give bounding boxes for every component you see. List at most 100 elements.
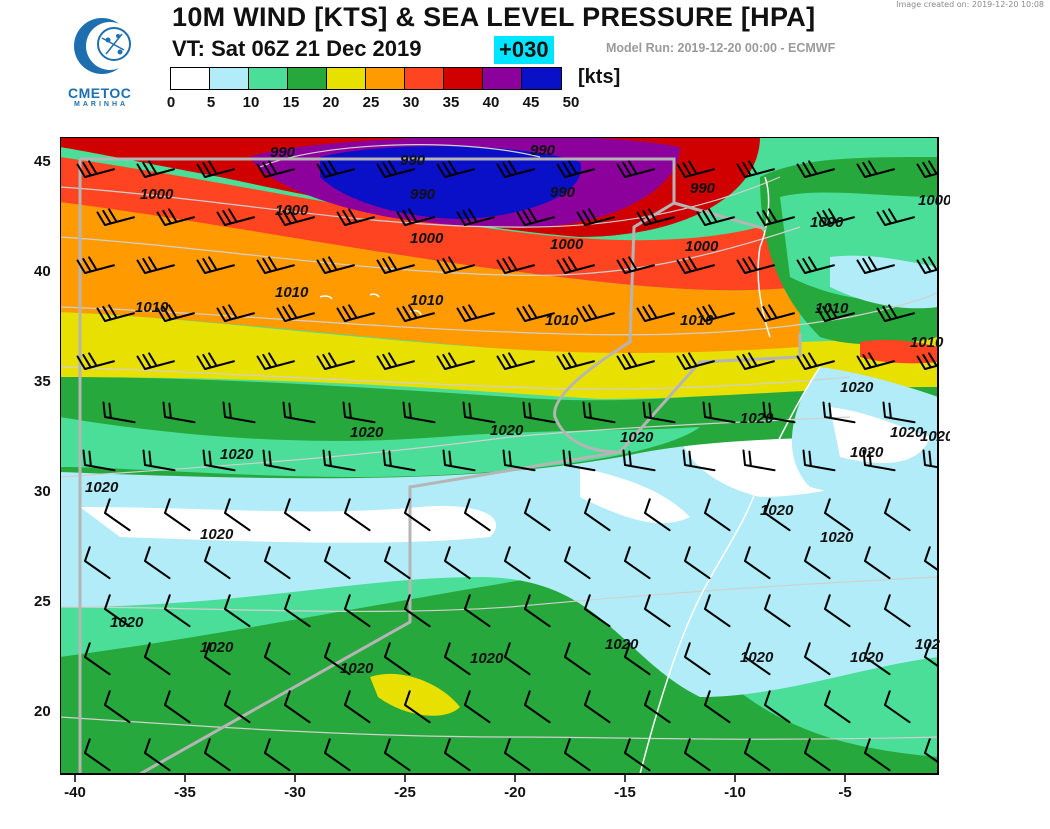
wind-barb [156,208,195,226]
wind-barb [222,401,256,424]
wind-barb [464,594,491,628]
wind-barb [584,498,611,532]
y-tick-label: 20 [34,703,51,720]
wind-barb [684,546,711,580]
logo-subtitle: MARINHA [74,101,129,108]
wind-barb [764,594,791,628]
wind-barb [342,401,376,424]
isobar-label: 1010 [815,300,849,317]
y-tick-label: 45 [34,153,51,170]
wind-barb [136,256,175,274]
wind-barb [276,304,315,322]
wind-barb [556,256,595,274]
wind-barb [496,160,535,178]
colorbar-swatch [249,68,288,89]
wind-barb [456,304,495,322]
colorbar-tick-label: 40 [482,94,500,111]
wind-barb [564,642,591,676]
isobar-label: 1020 [110,614,144,631]
wind-barb [756,304,795,322]
wind-barbs [76,160,938,772]
wind-barb [464,690,491,724]
isobar-label: 1010 [545,312,579,329]
isobar-label: 1010 [135,299,169,316]
wind-barb [556,352,595,370]
wind-barb [564,738,591,772]
wind-barb [584,594,611,628]
wind-barb [144,546,171,580]
wind-barb [504,642,531,676]
wind-barb [796,352,835,370]
isobar-label: 1020 [740,649,774,666]
colorbar-swatch [444,68,483,89]
wind-barb [396,208,435,226]
wind-barb [256,160,295,178]
wind-barb [264,546,291,580]
wind-barb [644,594,671,628]
wind-barb [384,642,411,676]
colorbar-swatch [483,68,522,89]
wind-barb [864,642,891,676]
wind-barb [584,690,611,724]
wind-barb [796,256,835,274]
wind-barb [824,498,851,532]
wind-barb [524,594,551,628]
wind-barb [202,449,236,472]
wind-barb [816,304,855,322]
wind-barb [204,738,231,772]
wind-barb [876,208,915,226]
wind-barb [264,738,291,772]
wind-barb [704,594,731,628]
model-run: Model Run: 2019-12-20 00:00 - ECMWF [606,41,836,55]
wind-barb [702,401,736,424]
wind-barb [462,401,496,424]
isobar-label: 1020 [490,422,524,439]
wind-barb [384,738,411,772]
wind-barb [804,642,831,676]
wind-barb [564,546,591,580]
wind-barb [744,738,771,772]
wind-barb [456,208,495,226]
wind-barb [76,352,115,370]
wind-speed-field [60,137,938,774]
colorbar-swatch [288,68,327,89]
wind-barb [256,256,295,274]
wind-barb [496,256,535,274]
wind-barb [804,546,831,580]
wind-barb [824,690,851,724]
colorbar-tick-label: 5 [206,94,216,111]
wind-barb [736,160,775,178]
x-tick-label: -30 [284,784,306,801]
wind-barb [856,256,895,274]
wind-barb [522,401,556,424]
colorbar-tick-label: 30 [402,94,420,111]
wind-barb [804,738,831,772]
colorbar-tick-label: 35 [442,94,460,111]
wind-barb [624,642,651,676]
wind-barb [316,352,355,370]
wind-barb [216,304,255,322]
image-created-timestamp: Image created on: 2019-12-20 10:08 [896,0,1044,9]
isobar-label: 1020 [220,446,254,463]
isobar-label: 1020 [340,660,374,677]
wind-barb [504,738,531,772]
y-tick-label: 40 [34,263,51,280]
wind-barb [616,352,655,370]
wind-barb [582,401,616,424]
colorbar-unit: [kts] [578,66,621,88]
wind-barb [436,352,475,370]
wind-barb [324,642,351,676]
wind-barb [802,449,836,472]
wind-barb [76,160,115,178]
wind-barb [104,690,131,724]
wind-barb [744,546,771,580]
isobar-label: 1000 [918,192,950,209]
wind-barb [196,160,235,178]
wind-barb [764,498,791,532]
wind-barb [922,449,938,472]
isobar-label: 990 [530,142,556,159]
isobars [60,144,938,740]
wind-barb [916,160,938,178]
wind-barb [344,594,371,628]
wind-barb [862,449,896,472]
